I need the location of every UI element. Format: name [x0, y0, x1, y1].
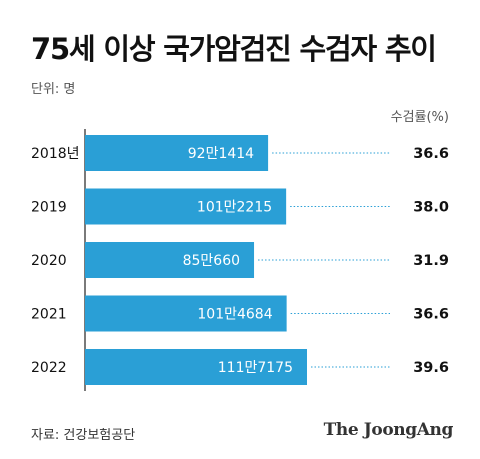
bar-value-label: 92만1414: [188, 146, 254, 162]
rate-value-label: 38.0: [413, 200, 449, 216]
unit-label: 단위: 명: [31, 82, 76, 97]
bar: [85, 188, 287, 225]
source-note: 자료: 건강보험공단: [31, 428, 136, 443]
bar-value-label: 85만660: [183, 253, 240, 269]
category-label: 2019: [31, 200, 67, 216]
rate-value-label: 39.6: [413, 360, 449, 376]
chart-title: 75세 이상 국가암검진 수검자 추이: [31, 32, 437, 66]
category-label: 2020: [31, 253, 67, 269]
rate-column-header: 수검률(%): [390, 110, 449, 125]
publisher-logo: The JoongAng: [323, 420, 454, 440]
category-label: 2022: [31, 360, 67, 376]
category-label: 2021: [31, 307, 67, 323]
rate-value-label: 31.9: [413, 253, 449, 269]
bar-value-label: 101만2215: [197, 200, 272, 216]
rate-value-label: 36.6: [413, 146, 449, 162]
bar: [85, 242, 255, 278]
bar: [85, 295, 287, 332]
bar-value-label: 111만7175: [218, 360, 293, 376]
rate-value-label: 36.6: [413, 307, 449, 323]
category-label: 2018년: [31, 146, 80, 162]
bar-value-label: 101만4684: [197, 307, 272, 323]
bar: [85, 135, 269, 171]
bar: [85, 349, 307, 385]
